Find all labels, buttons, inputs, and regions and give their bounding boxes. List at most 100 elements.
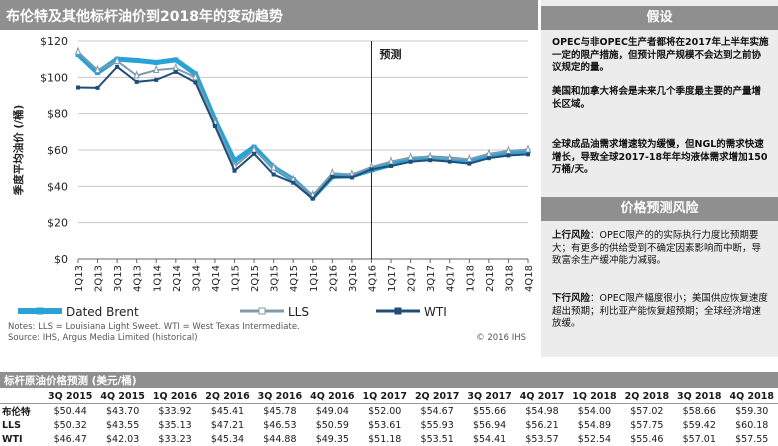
x-tick-label: 2Q17 (407, 265, 418, 292)
table-cell: $56.94 (472, 419, 507, 431)
x-tick-label: 4Q16 (367, 265, 378, 292)
legend-item: Dated Brent (18, 305, 139, 319)
header-cell: 3Q 2016 (257, 390, 303, 402)
data-point (447, 159, 452, 164)
legend-label: Dated Brent (66, 305, 139, 319)
chart-area: $0 $20 $40 $60 $80 $100 $120 季度平均油价 (/桶) 1Q13 2Q1… (0, 30, 538, 357)
table-cell: $57.55 (735, 433, 769, 445)
x-tick-label: 3Q13 (113, 265, 124, 292)
x-tick-label: 2Q15 (250, 265, 261, 292)
series-line (77, 65, 529, 200)
header-cell: 4Q 2015 (100, 390, 145, 402)
table-cell: $59.42 (682, 419, 716, 431)
legend-marker (36, 307, 44, 315)
data-point (95, 85, 100, 90)
table-cell: $53.61 (368, 419, 402, 431)
table-cell: $50.59 (315, 419, 349, 431)
data-point (330, 174, 335, 179)
table-cell: $33.23 (158, 433, 192, 445)
data-point (115, 64, 120, 69)
data-point (271, 172, 276, 177)
data-point (153, 64, 160, 73)
chart-notes: Notes: LLS = Louisiana Light Sweet. WTI … (8, 322, 300, 344)
series-line (77, 51, 529, 197)
x-tick-label: 4Q17 (446, 265, 457, 292)
data-point (428, 158, 433, 163)
header-cell: 2Q 2017 (414, 390, 460, 402)
header-cell: 2Q 2018 (624, 390, 670, 402)
data-point (232, 168, 237, 173)
table-cell: $54.89 (577, 419, 612, 431)
table-cell: $51.18 (368, 433, 402, 445)
row-label: LLS (2, 419, 21, 431)
assumption-3: 全球成品油需求增速较为缓慢，但NGL的需求快速增长，导致全球2017-18年年均… (552, 139, 768, 175)
table-cell: $35.13 (158, 419, 192, 431)
data-point (270, 162, 277, 171)
table-cell: $55.66 (463, 403, 516, 418)
legend-item: LLS (240, 305, 309, 319)
table-cell: $59.30 (725, 403, 778, 418)
header-cell: 3Q 2015 (47, 390, 93, 402)
x-tick-label: 4Q14 (211, 265, 222, 292)
header-cell (0, 389, 44, 404)
table-cell: $55.46 (630, 433, 664, 445)
table-cell: $42.03 (106, 433, 140, 445)
x-tick-label: 2Q16 (328, 265, 339, 292)
table-cell: $54.41 (472, 433, 507, 445)
table-cell: $60.18 (735, 419, 769, 431)
header-cell: 4Q 2018 (729, 390, 774, 402)
table-cell: $57.01 (682, 433, 716, 445)
y-tick-label: $60 (47, 144, 68, 157)
table-cell: $52.00 (358, 403, 411, 418)
data-point (291, 180, 296, 185)
upside-risk-text: ：OPEC限产的的实际执行力度比预期要大；有更多的供给受到不确定因素影响而中断，… (552, 230, 762, 266)
risks-heading: 价格预测风险 (541, 197, 778, 221)
notes-line: Notes: LLS = Louisiana Light Sweet. WTI … (8, 322, 300, 332)
legend-marker (258, 307, 266, 315)
x-tick-label: 4Q13 (133, 265, 144, 292)
x-tick-label: 4Q15 (289, 265, 300, 292)
series-2 (76, 64, 530, 201)
table-cell: $58.66 (673, 403, 726, 418)
data-point (526, 152, 530, 157)
assumptions-heading: 假设 (541, 6, 778, 30)
x-tick-label: 1Q17 (387, 265, 398, 292)
table-title: 标杆原油价格预测 (美元/桶) (4, 375, 137, 387)
forecast-label: 预测 (379, 47, 401, 61)
table-cell: $53.51 (420, 433, 454, 445)
y-axis-label: 季度平均油价 (/桶) (12, 105, 25, 197)
x-tick-label: 3Q16 (348, 265, 359, 292)
downside-risk-label: 下行风险 (552, 293, 591, 304)
sidebar: 假设 OPEC与非OPEC生产者都将在2017年上半年实施一定的限产措施，但预计… (541, 0, 778, 357)
header-cell: 4Q 2016 (310, 390, 355, 402)
table-cell: $46.47 (53, 433, 87, 445)
price-line-chart: $0 $20 $40 $60 $80 $100 $120 季度平均油价 (/桶) 1Q13 2Q1… (12, 35, 535, 319)
table-cell: $33.92 (148, 403, 202, 418)
header-cell: 2Q 2016 (205, 390, 250, 402)
table-row-wti: WTI $46.47 $42.03 $33.23 $45.34 $44.88 $… (0, 432, 778, 446)
upside-risk-label: 上行风险 (552, 230, 591, 241)
table-row-lls: LLS $50.32 $43.55 $35.13 $47.21 $46.53 $… (0, 418, 778, 432)
table-cell: $49.35 (315, 433, 349, 445)
table-cell: $46.53 (263, 419, 297, 431)
downside-risk-text: ：OPEC限产幅度很小；美国供应恢复速度超出预期；利比亚产能恢复超预期；全球经济… (552, 293, 768, 329)
data-point (408, 159, 413, 164)
x-tick-label: 3Q18 (504, 265, 515, 292)
upside-risk: 上行风险：OPEC限产的的实际执行力度比预期要大；有更多的供给受到不确定因素影响… (552, 230, 770, 268)
downside-risk: 下行风险：OPEC限产幅度很小；美国供应恢复速度超出预期；利比亚产能恢复超预期；… (552, 293, 770, 331)
table-cell: $50.32 (53, 419, 87, 431)
header-cell: 3Q 2018 (677, 390, 722, 402)
price-forecast-table: 3Q 2015 4Q 2015 1Q 2016 2Q 2016 3Q 2016 … (0, 389, 778, 446)
assumption-1: OPEC与非OPEC生产者都将在2017年上半年实施一定的限产措施，但预计限产规… (552, 37, 769, 73)
data-point (310, 196, 315, 201)
legend-label: WTI (424, 305, 447, 319)
chart-title-bar: 布伦特及其他标杆油价到2018年的变动趋势 (0, 0, 538, 30)
header-cell: 3Q 2017 (467, 390, 512, 402)
y-tick-label: $0 (54, 253, 68, 266)
table-title-bar: 标杆原油价格预测 (美元/桶) (0, 372, 778, 388)
table-cell: $52.54 (577, 433, 612, 445)
table-cell: $57.75 (630, 419, 664, 431)
table-cell: $53.57 (525, 433, 559, 445)
data-point (193, 80, 198, 85)
data-point (524, 144, 532, 153)
